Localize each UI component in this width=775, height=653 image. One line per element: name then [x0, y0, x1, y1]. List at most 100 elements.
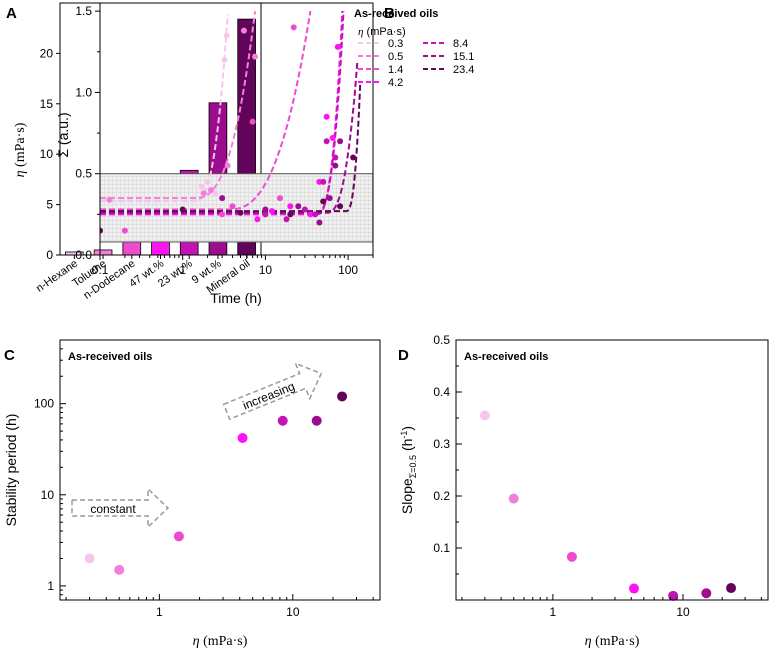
- y-tick-label: 0.4: [433, 385, 450, 399]
- y-tick-label: 100: [34, 397, 54, 411]
- data-point-23-4: [350, 154, 357, 161]
- data-point-23-4: [337, 203, 344, 210]
- data-point-4-2: [307, 211, 314, 218]
- bar-n-dodecane: [122, 240, 142, 256]
- data-point-15-1: [262, 206, 269, 213]
- panel-b-legend: As-received oils η (mPa·s) 0.30.51.44.2 8…: [354, 8, 474, 89]
- legend-label-1-4: 1.4: [388, 64, 403, 76]
- data-point-4-2: [254, 216, 261, 223]
- data-point-1-4: [219, 211, 226, 218]
- stability-point-1-4: [173, 531, 184, 542]
- x-tick-label: 10: [286, 605, 300, 619]
- panel-c-title: As-received oils: [68, 351, 152, 363]
- stability-point-0-3: [84, 553, 95, 564]
- y-tick-label: 0: [46, 248, 53, 262]
- data-point-0-5: [208, 186, 215, 193]
- data-point-0-3: [223, 32, 230, 39]
- legend-label-15-1: 15.1: [453, 51, 474, 63]
- slope-point-15-1: [701, 588, 712, 599]
- slope-point-0-3: [479, 410, 490, 421]
- data-point-15-1: [332, 162, 339, 169]
- panel-c-x-axis-label: η (mPa·s): [193, 634, 248, 649]
- data-point-0-5: [106, 196, 113, 203]
- panel-d-x-axis-label: η (mPa·s): [585, 634, 640, 649]
- panel-d-scatter: 0.1 0.2 0.3 0.4 0.5 1 10 As-received oils Slo…: [399, 333, 769, 649]
- data-point-0-5: [240, 27, 247, 34]
- fit-curve-0-5: [100, 10, 257, 200]
- panel-d-frame: [455, 339, 769, 601]
- y-tick-label: 15: [40, 97, 54, 111]
- data-point-4-2: [334, 43, 341, 50]
- y-tick-label: 0.2: [433, 489, 450, 503]
- slope-point-23-4: [726, 583, 737, 594]
- data-point-1-4: [229, 203, 236, 210]
- x-tick-label: 0.1: [92, 263, 109, 277]
- data-point-4-2: [268, 208, 275, 215]
- data-point-23-4: [320, 198, 327, 205]
- data-point-23-4: [100, 227, 103, 234]
- panel-b-legend-title: As-received oils: [354, 8, 438, 20]
- y-tick-label: 0.5: [433, 333, 450, 347]
- data-point-8-4: [332, 154, 339, 161]
- panel-b-plot-area: [100, 10, 373, 243]
- y-tick-label: 0.0: [75, 248, 92, 262]
- data-point-4-2: [287, 203, 294, 210]
- panel-b-legend-subtitle: η (mPa·s): [358, 26, 406, 38]
- data-point-8-4: [323, 138, 330, 145]
- fit-curve-1-4: [100, 10, 312, 211]
- y-tick-label: 10: [40, 147, 54, 161]
- data-point-23-4: [179, 206, 186, 213]
- data-point-0-3: [221, 56, 228, 63]
- data-point-1-4: [276, 195, 283, 202]
- y-tick-label: 0.3: [433, 437, 450, 451]
- x-tick-label: n-Hexane: [34, 258, 80, 295]
- data-point-8-4: [283, 216, 290, 223]
- y-tick-label: 5: [46, 198, 53, 212]
- panel-b-y-axis-label: Σ (a.u.): [55, 112, 71, 157]
- fit-curve-23-4: [100, 84, 362, 213]
- constant-label: constant: [90, 502, 136, 516]
- y-tick-label: 1: [47, 579, 54, 593]
- data-point-8-4: [262, 211, 269, 218]
- stability-point-0-5: [114, 564, 125, 575]
- y-tick-label: 0.1: [433, 541, 450, 555]
- data-point-4-2: [329, 134, 336, 141]
- data-point-15-1: [326, 195, 333, 202]
- panel-c-label: C: [4, 347, 15, 364]
- panel-d-y-axis-label: SlopeΣ=0.5 (h-1): [399, 426, 418, 514]
- stability-point-4-2: [237, 433, 248, 444]
- panel-b-label: B: [384, 5, 395, 22]
- data-point-0-5: [200, 190, 207, 197]
- y-tick-label: 1.5: [75, 4, 92, 18]
- data-point-8-4: [312, 211, 319, 218]
- data-point-0-5: [252, 53, 259, 60]
- panel-b-time-series: 0.0 0.5 1.0 1.5 0.1 1 10 100 Σ (a.u.) Time (h)…: [55, 2, 474, 306]
- slope-point-4-2: [628, 583, 639, 594]
- stability-point-23-4: [337, 391, 348, 402]
- data-point-0-3: [198, 183, 205, 190]
- data-point-0-5: [224, 162, 231, 169]
- data-point-1-4: [290, 24, 297, 31]
- constant-arrow: constant: [71, 487, 170, 529]
- panel-a-label: A: [6, 5, 17, 22]
- panel-a-y-axis-label: η (mPa·s): [13, 122, 28, 177]
- slope-point-0-5: [508, 493, 519, 504]
- panel-d-title: As-received oils: [464, 351, 548, 363]
- data-point-4-2: [323, 113, 330, 120]
- increasing-arrow: increasing: [222, 362, 323, 421]
- data-point-1-4: [121, 227, 128, 234]
- data-point-8-4: [301, 206, 308, 213]
- panel-c-frame: [59, 339, 381, 601]
- legend-label-0-5: 0.5: [388, 51, 403, 63]
- data-point-0-3: [212, 190, 219, 197]
- legend-label-8-4: 8.4: [453, 38, 468, 50]
- y-tick-label: 1.0: [75, 85, 92, 99]
- panel-c-y-axis-label: Stability period (h): [3, 414, 19, 527]
- panel-b-frame: [99, 2, 374, 256]
- data-point-15-1: [295, 203, 302, 210]
- data-point-23-4: [287, 211, 294, 218]
- y-tick-label: 0.5: [75, 167, 92, 181]
- panel-d-label: D: [398, 347, 409, 364]
